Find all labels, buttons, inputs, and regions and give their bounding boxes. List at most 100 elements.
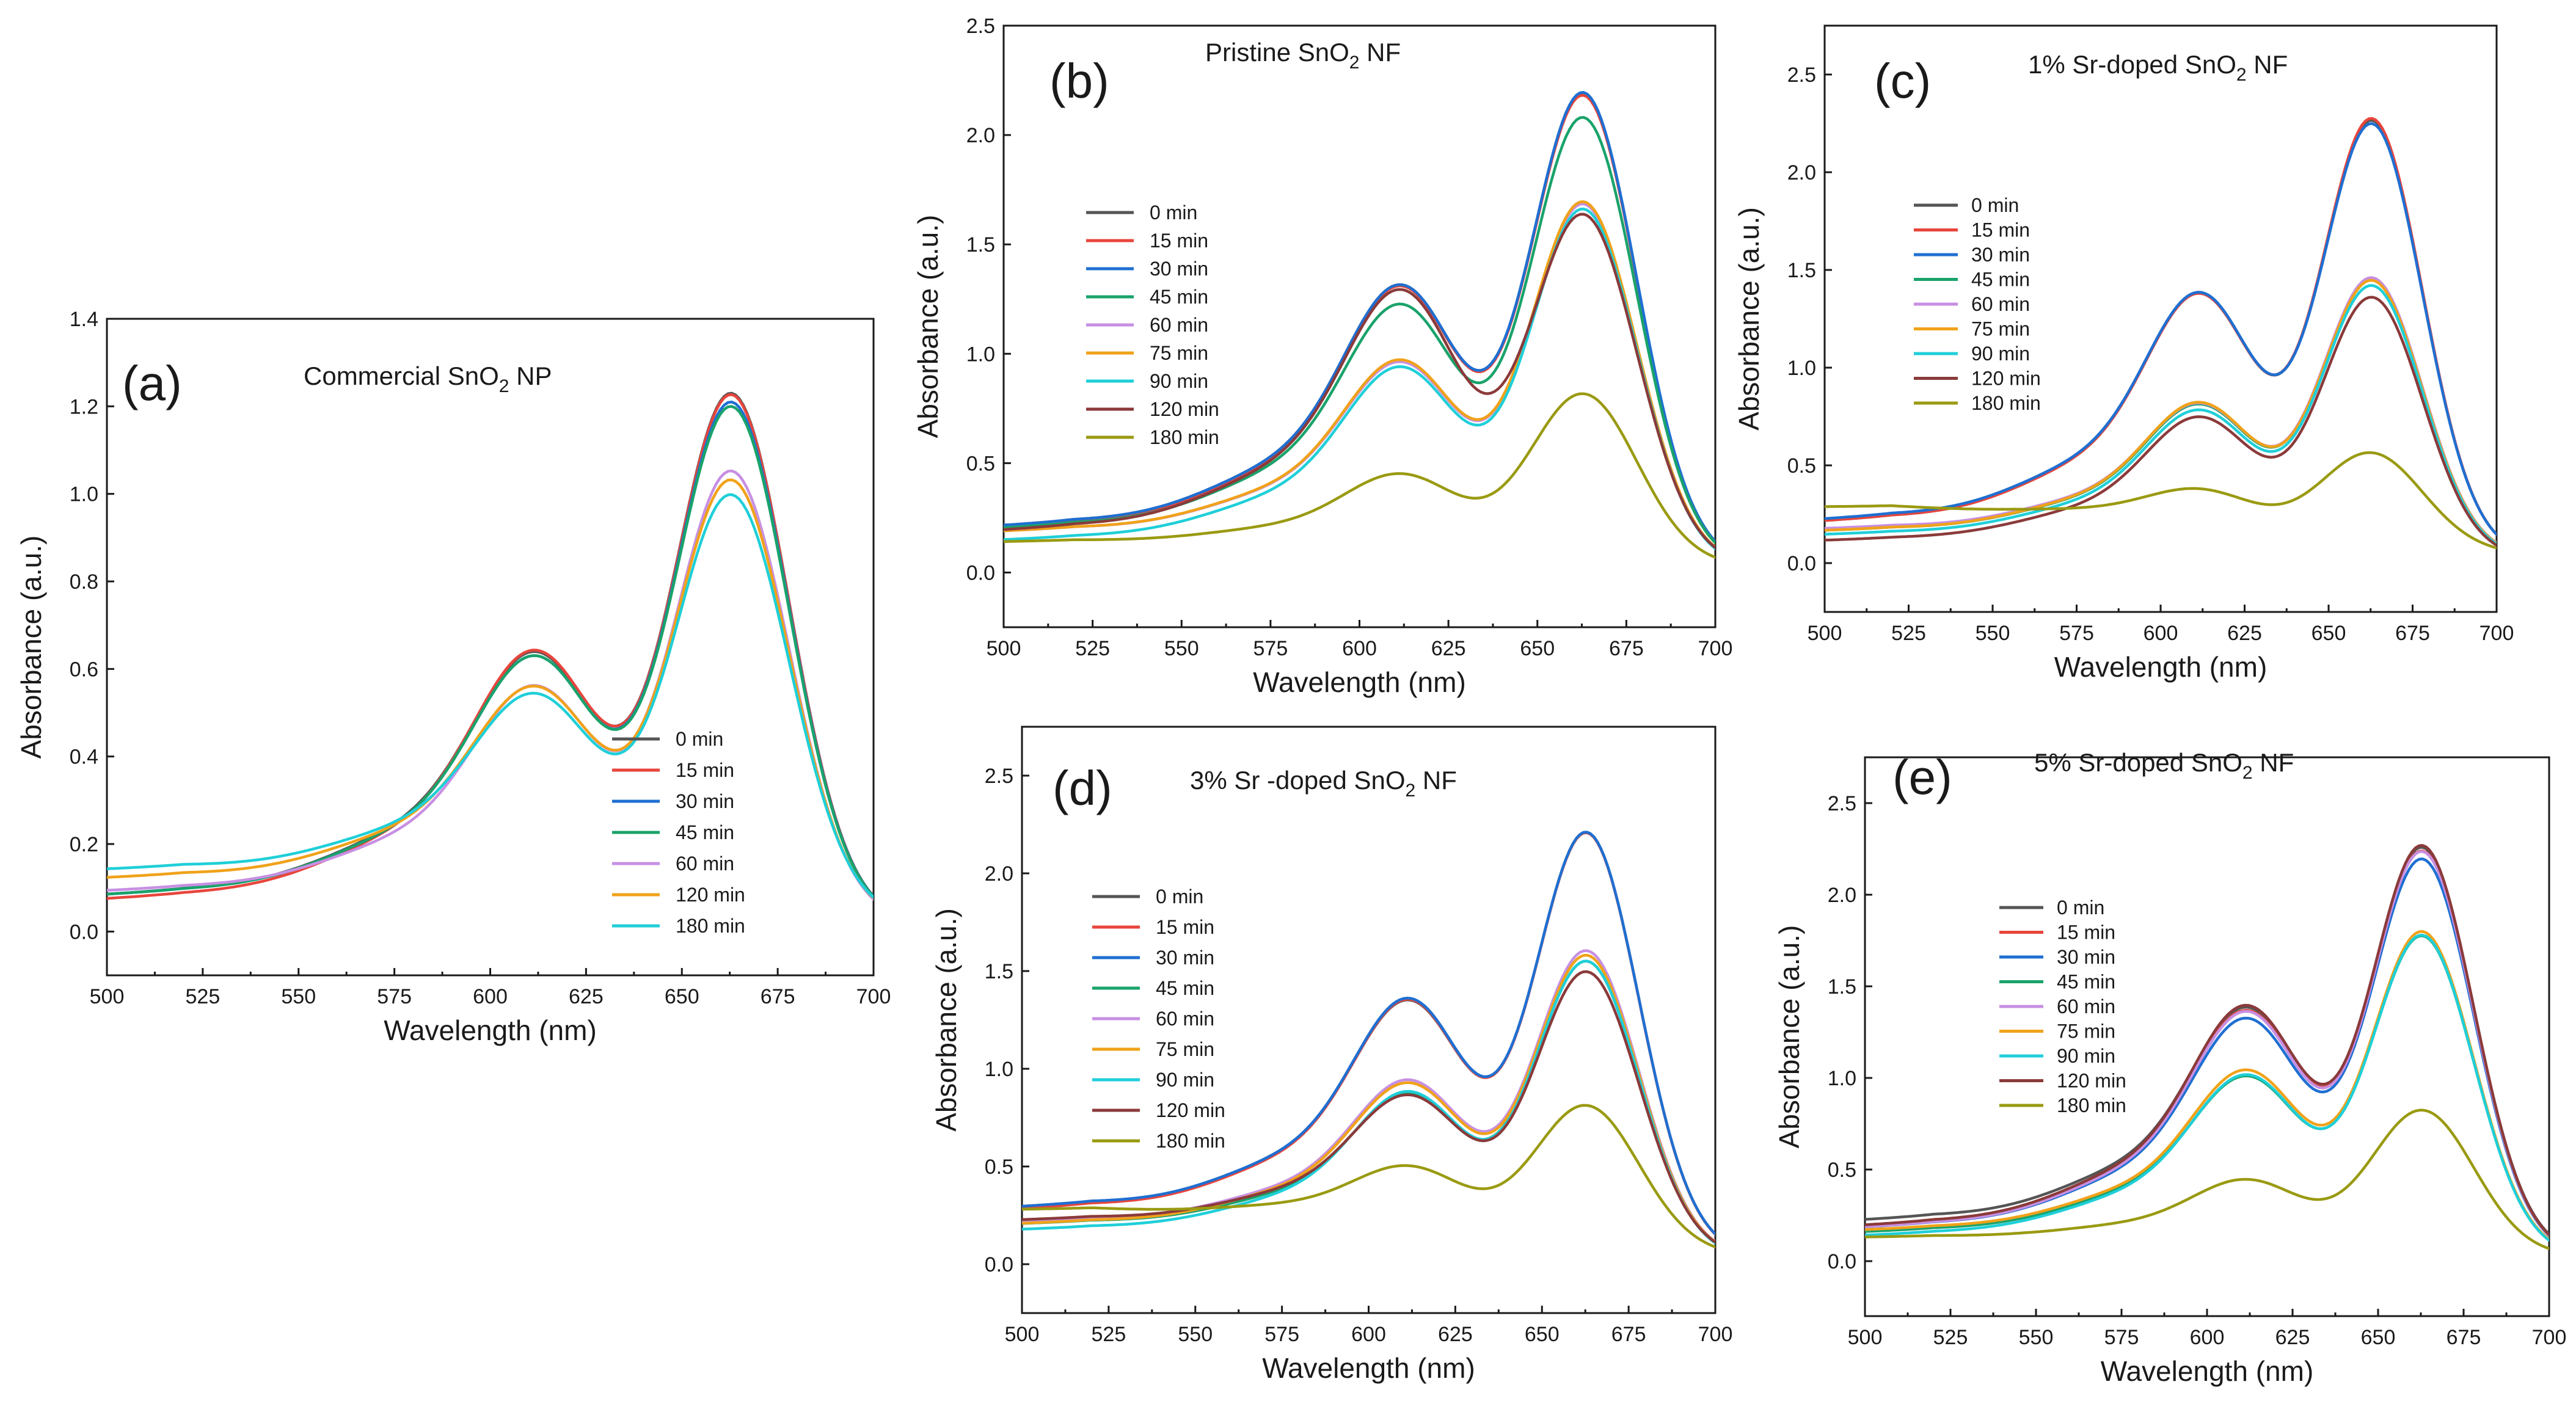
legend-label: 15 min (1156, 916, 1214, 938)
legend-label: 45 min (2057, 971, 2115, 993)
x-tick-label: 675 (2395, 622, 2430, 645)
x-tick-label: 575 (2104, 1326, 2139, 1349)
x-tick-label: 600 (2190, 1326, 2225, 1349)
x-tick-label: 575 (1264, 1323, 1299, 1346)
x-tick-label: 625 (1431, 637, 1466, 660)
series-group (1865, 844, 2549, 1250)
plot-frame (1864, 756, 2550, 1317)
panel-title-main: 3% Sr -doped SnO (1190, 766, 1406, 795)
legend-label: 60 min (1156, 1008, 1214, 1030)
panel-title: Pristine SnO2 NF (1205, 38, 1401, 73)
y-tick-label: 0.5 (1787, 454, 1816, 478)
y-tick-label: 2.5 (966, 15, 995, 38)
x-tick-label: 675 (1611, 1323, 1646, 1346)
series-group (1825, 117, 2497, 550)
series-group (107, 391, 874, 901)
y-tick-label: 2.5 (985, 765, 1013, 788)
x-axis-title: Wavelength (nm) (2054, 651, 2268, 683)
legend-label: 90 min (2057, 1045, 2115, 1067)
legend-label: 0 min (1156, 886, 1203, 908)
y-tick-label: 0.5 (985, 1155, 1013, 1179)
y-tick-label: 1.0 (966, 343, 995, 366)
panel-title-main: Pristine SnO (1205, 38, 1349, 67)
legend-label: 15 min (1971, 219, 2030, 241)
panel-title: 5% Sr-doped SnO2 NF (2034, 748, 2294, 783)
legend-label: 120 min (2057, 1070, 2126, 1092)
y-tick-label: 0.0 (1828, 1250, 1856, 1273)
legend: 0 min 15 min 30 min 45 min 60 min 120 min 180 … (612, 728, 745, 937)
y-tick-label: 1.5 (1787, 259, 1816, 282)
y-tick-label: 1.4 (70, 308, 98, 331)
y-tick-label: 0.8 (70, 570, 98, 594)
x-tick-label: 500 (1808, 622, 1842, 645)
x-tick-label: 625 (2275, 1326, 2310, 1349)
series-line-75-min (1865, 930, 2549, 1241)
x-tick-label: 650 (665, 985, 699, 1008)
x-tick-label: 600 (2144, 622, 2178, 645)
x-tick-label: 675 (761, 985, 795, 1008)
legend-label: 0 min (1971, 194, 2019, 216)
y-tick-label: 1.0 (1828, 1067, 1856, 1090)
series-line-60-min (1865, 850, 2549, 1237)
legend-label: 120 min (1971, 368, 2041, 390)
x-tick-label: 675 (1609, 637, 1644, 660)
panel-title-subscript: 2 (2242, 763, 2253, 783)
series-line-75-min (1825, 278, 2497, 545)
y-tick-label: 0.0 (985, 1253, 1013, 1276)
legend-label: 45 min (1971, 269, 2030, 291)
series-line-45-min (107, 405, 874, 898)
legend-label: 120 min (676, 884, 745, 906)
x-tick-label: 650 (1520, 637, 1555, 660)
legend-label: 75 min (1971, 318, 2030, 340)
y-tick-label: 0.2 (70, 833, 98, 856)
series-group (1004, 91, 1715, 559)
legend-label: 75 min (2057, 1021, 2115, 1043)
legend-label: 180 min (1971, 392, 2041, 414)
y-tick-label: 1.0 (70, 483, 98, 506)
x-tick-label: 700 (1698, 637, 1733, 660)
series-line-90-min (1825, 284, 2497, 545)
x-axis-title: Wavelength (nm) (1253, 666, 1466, 698)
legend-label: 120 min (1156, 1099, 1225, 1121)
y-tick-label: 0.6 (70, 658, 98, 681)
series-line-75-min (1004, 200, 1715, 549)
y-tick-label: 1.5 (966, 233, 995, 257)
series-line-75-min (1022, 953, 1715, 1243)
y-axis-title: Absorbance (a.u.) (1733, 207, 1765, 431)
x-tick-label: 500 (1848, 1326, 1883, 1349)
x-axis-title: Wavelength (nm) (384, 1014, 597, 1046)
x-tick-label: 625 (1438, 1323, 1473, 1346)
legend-label: 0 min (1150, 202, 1197, 224)
y-tick-label: 2.0 (1787, 161, 1816, 184)
legend-label: 15 min (1150, 230, 1208, 252)
y-tick-label: 1.5 (1828, 975, 1856, 999)
x-tick-label: 525 (1075, 637, 1110, 660)
legend-label: 180 min (1150, 426, 1219, 448)
y-axis-title: Absorbance (a.u.) (1773, 925, 1805, 1149)
legend-label: 180 min (676, 915, 745, 937)
y-tick-label: 0.5 (1828, 1159, 1856, 1182)
legend-label: 30 min (1156, 947, 1214, 969)
x-tick-label: 600 (1342, 637, 1377, 660)
panel-a: 500 525 550 575 600 625 650 675 700 0.0 0.2 0.4 0.6 0… (15, 308, 891, 1046)
panel-title-suffix: NF (2247, 50, 2288, 79)
x-tick-label: 500 (1005, 1323, 1040, 1346)
legend-label: 30 min (1971, 244, 2030, 266)
legend-label: 180 min (1156, 1130, 1225, 1152)
x-tick-label: 675 (2446, 1326, 2481, 1349)
y-axis-title: Absorbance (a.u.) (912, 215, 944, 439)
x-tick-label: 550 (1164, 637, 1199, 660)
panel-b: 500 525 550 575 600 625 650 675 700 0.0 0.5 1.0 1.5 2… (912, 15, 1732, 698)
panel-title-subscript: 2 (499, 376, 509, 396)
panel-title: 1% Sr-doped SnO2 NF (2028, 50, 2288, 85)
legend-label: 90 min (1156, 1069, 1214, 1091)
legend-label: 0 min (676, 728, 723, 750)
series-line-90-min (1004, 207, 1715, 550)
panel-label: (c) (1874, 54, 1931, 108)
x-tick-label: 575 (1253, 637, 1288, 660)
legend-label: 30 min (2057, 946, 2115, 968)
x-tick-label: 500 (987, 637, 1021, 660)
legend-label: 75 min (1156, 1038, 1214, 1060)
series-line-120-min (1022, 970, 1715, 1244)
